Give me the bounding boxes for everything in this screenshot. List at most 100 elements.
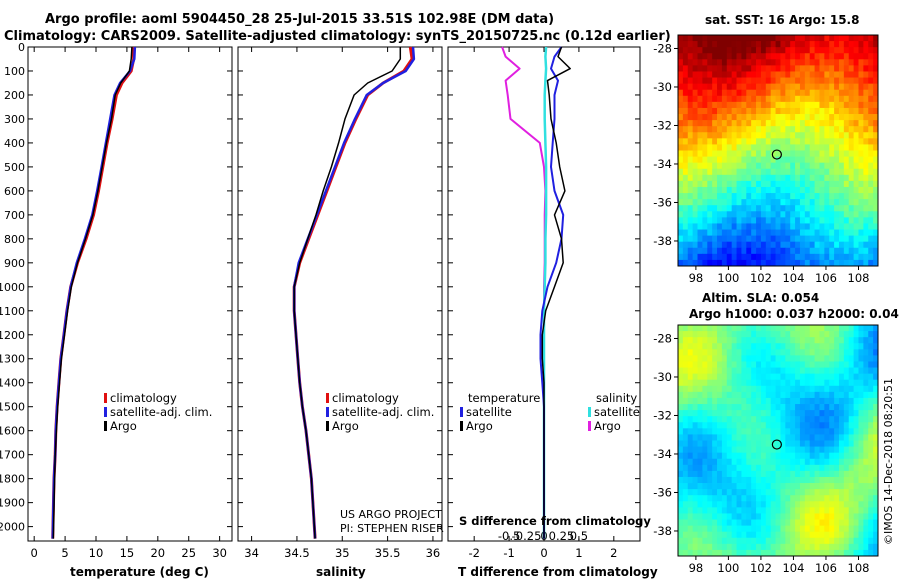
sst-map-cell xyxy=(775,186,781,194)
sla-map-cell xyxy=(824,416,830,423)
sst-map-cell xyxy=(717,253,723,261)
sst-map-cell xyxy=(804,193,811,200)
sla-map-cell xyxy=(848,349,855,356)
sla-map-cell xyxy=(702,446,708,454)
sst-map-cell xyxy=(702,95,708,103)
sst-map-cell xyxy=(746,186,752,194)
sst-map-cell xyxy=(746,41,752,48)
sst-map-cell xyxy=(682,229,689,237)
sst-map-cell xyxy=(868,77,874,85)
sla-map-cell xyxy=(678,410,684,417)
temperature-xtick-label: 10 xyxy=(89,546,104,560)
sst-map-cell xyxy=(726,150,733,157)
sst-map-cell xyxy=(770,95,776,103)
sla-map-cell xyxy=(692,385,698,393)
sst-map-cell xyxy=(838,193,845,200)
sla-map-cell xyxy=(751,385,757,393)
sst-map-cell xyxy=(687,186,694,194)
sst-map-cell xyxy=(834,138,840,145)
sla-map-frame xyxy=(677,324,879,557)
sst-map-cell xyxy=(731,65,737,72)
sst-map-cell xyxy=(707,89,713,97)
sla-map-cell xyxy=(824,404,830,411)
sla-map-cell xyxy=(804,373,811,381)
sla-map-cell xyxy=(717,355,723,362)
sla-map-cell xyxy=(721,543,728,551)
sla-map-cell xyxy=(721,476,728,484)
sst-map-cell xyxy=(790,186,796,194)
sst-map-cell xyxy=(746,180,752,188)
sla-map-cell xyxy=(775,355,781,362)
sla-map-cell xyxy=(838,349,845,356)
sst-map-cell xyxy=(746,77,752,85)
sst-map-cell xyxy=(785,83,791,91)
sst-map-cell xyxy=(678,156,684,164)
sla-map-cell xyxy=(775,476,781,484)
sst-map-cell xyxy=(814,114,820,121)
sla-map-cell xyxy=(785,397,791,405)
sst-map-cell xyxy=(829,77,835,85)
sla-map-cell xyxy=(775,464,781,472)
sst-map-cell xyxy=(692,47,698,54)
sst-map-cell xyxy=(687,89,694,97)
sst-map-cell xyxy=(838,35,845,42)
sla-map-cell xyxy=(790,404,796,411)
sla-map-cell xyxy=(834,452,840,460)
sla-map-cell xyxy=(726,489,733,496)
sst-map-cell xyxy=(746,259,752,267)
sst-map-cell xyxy=(736,223,742,230)
sst-map-cell xyxy=(721,162,728,170)
sla-map-cell xyxy=(697,501,703,508)
sla-map-cell xyxy=(751,476,757,484)
sla-map-cell xyxy=(868,422,874,429)
sla-map-cell xyxy=(799,519,806,527)
sst-map-cell xyxy=(819,174,825,182)
sst-map-cell xyxy=(799,89,806,97)
sla-map-cell xyxy=(853,428,859,435)
sla-map-cell xyxy=(721,343,728,350)
salinity-frame xyxy=(237,46,443,542)
sst-map-cell xyxy=(848,174,855,182)
sst-map-cell xyxy=(858,126,864,133)
sst-map-cell xyxy=(726,144,733,151)
sla-map-cell xyxy=(717,349,723,356)
sla-map-cell xyxy=(790,483,796,490)
sla-map-cell xyxy=(726,349,733,356)
sla-map-cell xyxy=(731,470,737,478)
sla-map-cell xyxy=(780,361,786,368)
sst-map-cell xyxy=(712,241,718,249)
sla-map-cell xyxy=(853,410,859,417)
sla-map-cell xyxy=(721,519,728,527)
sla-map-cell xyxy=(697,519,703,527)
sst-map-cell xyxy=(785,229,791,237)
sst-map-cell xyxy=(760,150,767,157)
sla-map-cell xyxy=(858,525,864,533)
sst-map-cell xyxy=(795,47,801,54)
sla-map-cell xyxy=(746,476,752,484)
sst-map-cell xyxy=(799,65,806,72)
sla-map-cell xyxy=(765,525,772,533)
sla-map-cell xyxy=(770,367,776,375)
sla-map-cell xyxy=(702,452,708,460)
sst-map-cell xyxy=(775,180,781,188)
sst-map-lon-label: 102 xyxy=(750,271,772,285)
sla-map-cell xyxy=(707,476,713,484)
sla-map-cell xyxy=(746,501,752,508)
sst-map-cell xyxy=(692,168,698,176)
sla-map-cell xyxy=(814,525,820,533)
sla-map-cell xyxy=(785,513,791,520)
sla-map-cell xyxy=(868,367,874,375)
sla-map-cell xyxy=(751,452,757,460)
sla-map-cell xyxy=(819,513,825,520)
sst-map-cell xyxy=(765,259,772,267)
sst-map-cell xyxy=(731,168,737,176)
sst-map-cell xyxy=(785,186,791,194)
sst-map-cell xyxy=(726,138,733,145)
sla-map-lat-label: -30 xyxy=(653,370,672,384)
sst-map-cell xyxy=(809,235,815,243)
sst-map-cell xyxy=(838,120,845,127)
sst-map-cell xyxy=(721,77,728,85)
sst-map-cell xyxy=(853,89,859,97)
sla-map-cell xyxy=(741,519,747,527)
sla-map-cell xyxy=(760,422,767,429)
